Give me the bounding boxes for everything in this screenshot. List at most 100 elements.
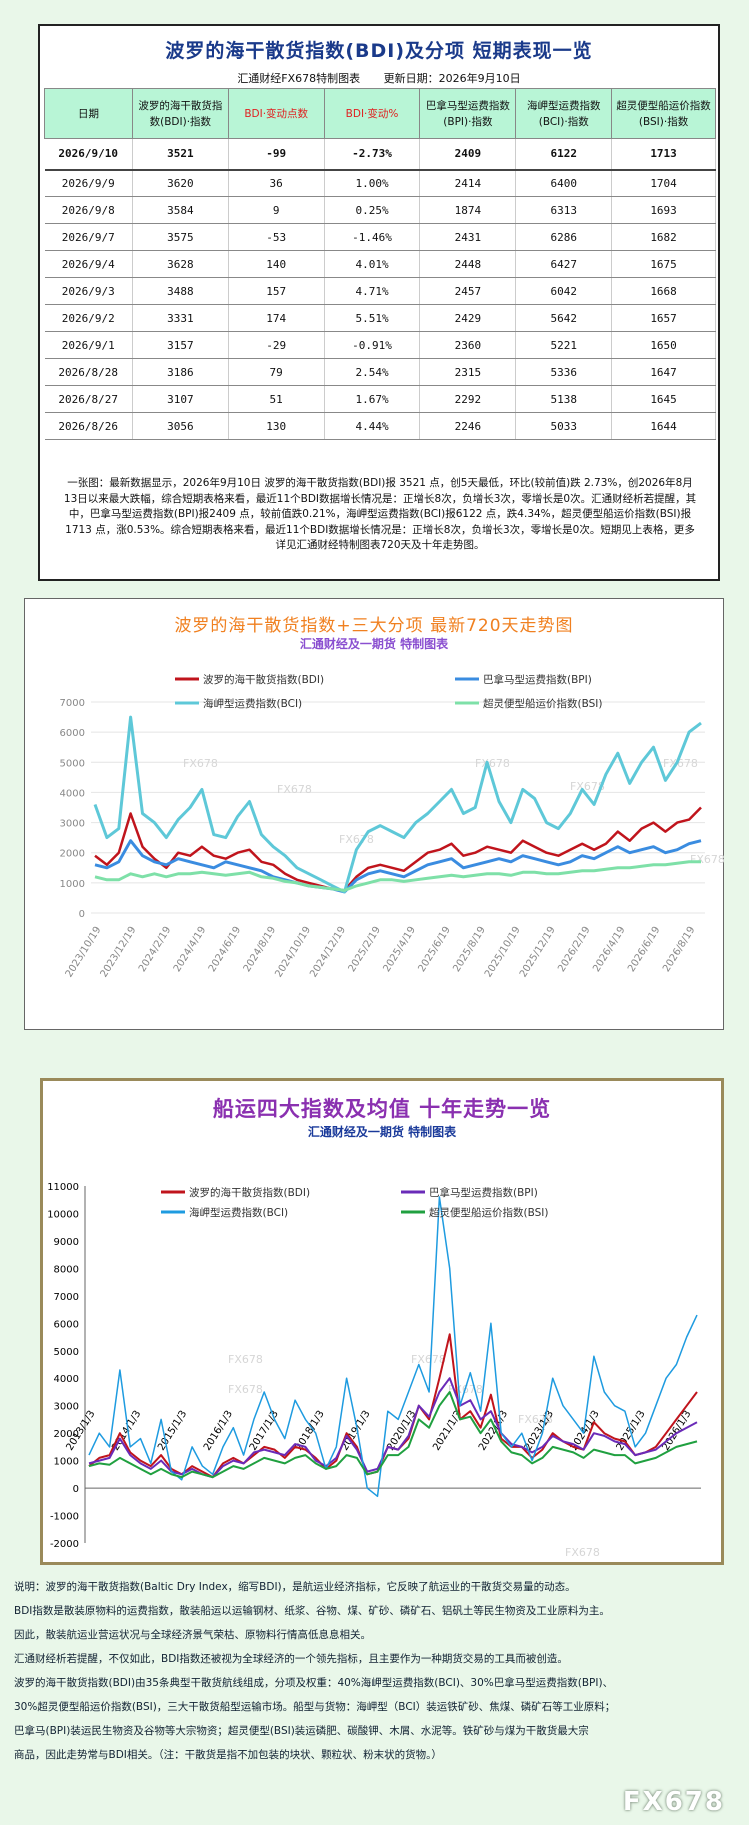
table-row: 2026/9/3 3488 157 4.71% 2457 6042 1668 bbox=[44, 277, 716, 305]
y-tick-label: 3000 bbox=[60, 819, 85, 830]
cell-bsi: 1704 bbox=[611, 169, 716, 197]
x-tick-label: 2024/10/19 bbox=[273, 925, 313, 980]
note-line: 商品，因此走势常与BDI相关。（注：干散货是指不加包装的块状、颗粒状、粉末状的货… bbox=[14, 1749, 442, 1761]
note-line: 30%超灵便型船运价指数(BSI)，三大干散货船型运输市场。船型与货物：海岬型（… bbox=[14, 1701, 616, 1713]
cell-bdi-change-pct: 4.44% bbox=[324, 412, 421, 440]
cell-bci: 6313 bbox=[515, 196, 613, 224]
chart-720-day: 0 1000 2000 3000 4000 5000 6000 7000 FX678 FX678 F… bbox=[60, 673, 725, 980]
summary-text: 一张图：最新数据显示，2026年9月10日 波罗的海干散货指数(BDI)报 35… bbox=[63, 477, 697, 551]
y-tick-label: 7000 bbox=[60, 698, 85, 709]
cell-bdi: 3488 bbox=[132, 277, 229, 305]
header-date: 日期 bbox=[44, 88, 133, 139]
watermark: FX678 bbox=[228, 1353, 263, 1366]
cell-bdi-change: 51 bbox=[228, 385, 325, 413]
legend-label: 海岬型运费指数(BCI) bbox=[189, 1206, 288, 1219]
cell-bpi: 2431 bbox=[419, 223, 517, 251]
x-tick-label: 2026/6/19 bbox=[626, 925, 663, 974]
y-tick-label: -2000 bbox=[50, 1539, 79, 1550]
y-tick-label: 2000 bbox=[60, 849, 85, 860]
y-tick-label: 9000 bbox=[54, 1237, 79, 1248]
cell-bsi: 1645 bbox=[611, 385, 716, 413]
legend-label: 巴拿马型运费指数(BPI) bbox=[483, 673, 592, 686]
note-line: 汇通财经析若提醒，不仅如此，BDI指数还被视为全球经济的一个领先指标，且主要作为… bbox=[14, 1653, 568, 1665]
cell-bsi: 1650 bbox=[611, 331, 716, 359]
watermark: FX678 bbox=[277, 783, 312, 796]
y-tick-label: 3000 bbox=[54, 1402, 79, 1413]
cell-bdi-change: 36 bbox=[228, 169, 325, 197]
cell-bci: 5033 bbox=[515, 412, 613, 440]
cell-bdi-change-pct: -2.73% bbox=[324, 138, 421, 171]
cell-date: 2026/8/28 bbox=[44, 358, 133, 386]
cell-bdi: 3620 bbox=[132, 169, 229, 197]
x-tick-label: 2024/2/19 bbox=[137, 925, 174, 974]
y-tick-label: 6000 bbox=[54, 1319, 79, 1330]
cell-bci: 6286 bbox=[515, 223, 613, 251]
chart-ten-year-panel: -2000 -1000 0 1000 2000 3000 4000 5000 6000 7000 8… bbox=[40, 1078, 724, 1565]
watermark: FX678 bbox=[690, 853, 725, 866]
cell-bsi: 1668 bbox=[611, 277, 716, 305]
cell-bpi: 2448 bbox=[419, 250, 517, 278]
cell-bci: 5138 bbox=[515, 385, 613, 413]
legend-label: 波罗的海干散货指数(BDI) bbox=[203, 673, 324, 686]
notes-section: 说明：波罗的海干散货指数(Baltic Dry Index，缩写BDI)，是航运… bbox=[14, 1575, 714, 1767]
page-title: 波罗的海干散货指数(BDI)及分项 短期表现一览 bbox=[165, 40, 593, 62]
header-bdi: 波罗的海干散货指数(BDI)·指数 bbox=[131, 88, 229, 139]
cell-date: 2026/9/2 bbox=[44, 304, 133, 332]
cell-bdi-change-pct: -0.91% bbox=[324, 331, 421, 359]
x-tick-label: 2025/12/19 bbox=[518, 925, 558, 980]
cell-date: 2026/9/9 bbox=[44, 169, 133, 197]
x-tick-label: 2024/8/19 bbox=[242, 925, 279, 974]
table-row: 2026/9/2 3331 174 5.51% 2429 5642 1657 bbox=[44, 304, 716, 332]
cell-bpi: 2414 bbox=[419, 169, 517, 197]
cell-bdi: 3575 bbox=[132, 223, 229, 251]
table-header-row: 日期 波罗的海干散货指数(BDI)·指数 BDI·变动点数 BDI·变动% 巴拿… bbox=[44, 88, 716, 139]
x-tick-label: 2018/1/3 bbox=[294, 1409, 327, 1453]
cell-bsi: 1675 bbox=[611, 250, 716, 278]
cell-bpi: 2292 bbox=[419, 385, 517, 413]
cell-bdi: 3331 bbox=[132, 304, 229, 332]
chart-720-day-panel: 0 1000 2000 3000 4000 5000 6000 7000 FX678 FX678 F… bbox=[24, 598, 725, 1030]
cell-bdi: 3521 bbox=[132, 138, 229, 171]
cell-bdi-change-pct: 2.54% bbox=[324, 358, 421, 386]
cell-bci: 5336 bbox=[515, 358, 613, 386]
x-tick-label: 2023/10/19 bbox=[64, 925, 104, 980]
cell-bsi: 1713 bbox=[611, 138, 716, 171]
header-bdi-change-pct: BDI·变动% bbox=[323, 88, 421, 139]
y-tick-label: 7000 bbox=[54, 1292, 79, 1303]
cell-bpi: 2315 bbox=[419, 358, 517, 386]
cell-date: 2026/9/3 bbox=[44, 277, 133, 305]
fx678-logo: FX678 bbox=[622, 1787, 725, 1817]
cell-bpi: 2360 bbox=[419, 331, 517, 359]
cell-bdi-change-pct: 1.67% bbox=[324, 385, 421, 413]
chart-ten-year: -2000 -1000 0 1000 2000 3000 4000 5000 6000 7000 8… bbox=[47, 1182, 701, 1559]
cell-date: 2026/9/7 bbox=[44, 223, 133, 251]
cell-bdi-change: -53 bbox=[228, 223, 325, 251]
cell-bdi-change-pct: 1.00% bbox=[324, 169, 421, 197]
cell-bdi-change: 79 bbox=[228, 358, 325, 386]
series-line-2 bbox=[93, 715, 702, 894]
cell-bsi: 1682 bbox=[611, 223, 716, 251]
series-line-3 bbox=[94, 860, 701, 892]
cell-bci: 6122 bbox=[515, 138, 613, 171]
watermark: FX678 bbox=[228, 1383, 263, 1396]
chart1-subtitle: 汇通财经及一期货 特制图表 bbox=[299, 637, 449, 651]
cell-date: 2026/8/26 bbox=[44, 412, 133, 440]
table-body: 2026/9/10 3521 -99 -2.73% 2409 6122 1713 2026/9… bbox=[44, 138, 716, 440]
legend-label: 海岬型运费指数(BCI) bbox=[203, 697, 302, 710]
x-tick-label: 2026/8/19 bbox=[661, 925, 698, 974]
bdi-data-table: 日期 波罗的海干散货指数(BDI)·指数 BDI·变动点数 BDI·变动% 巴拿… bbox=[44, 88, 716, 440]
table-row: 2026/9/9 3620 36 1.00% 2414 6400 1704 bbox=[44, 169, 716, 197]
legend-label: 巴拿马型运费指数(BPI) bbox=[429, 1186, 538, 1199]
cell-bsi: 1647 bbox=[611, 358, 716, 386]
y-tick-label: 0 bbox=[73, 1484, 79, 1495]
cell-bdi-change: 174 bbox=[228, 304, 325, 332]
note-line: BDI指数是散装原物料的运费指数，散装船运以运输钢材、纸浆、谷物、煤、矿砂、磷矿… bbox=[14, 1605, 610, 1617]
y-tick-label: 4000 bbox=[60, 788, 85, 799]
cell-bpi: 2429 bbox=[419, 304, 517, 332]
y-tick-label: 1000 bbox=[60, 879, 85, 890]
cell-bci: 6427 bbox=[515, 250, 613, 278]
cell-bdi-change: 140 bbox=[228, 250, 325, 278]
cell-bdi-change-pct: 4.71% bbox=[324, 277, 421, 305]
cell-date: 2026/9/8 bbox=[44, 196, 133, 224]
header-bdi-change: BDI·变动点数 bbox=[227, 88, 325, 139]
